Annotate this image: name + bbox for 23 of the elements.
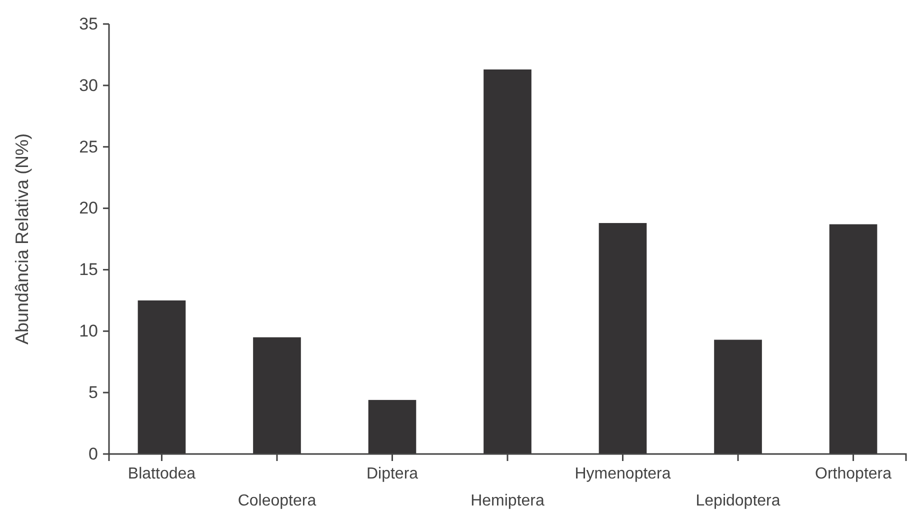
bar: [829, 224, 878, 454]
y-tick-label: 30: [79, 76, 98, 95]
x-tick-label: Coleoptera: [238, 492, 316, 510]
bar: [598, 223, 647, 454]
y-tick-label: 25: [79, 137, 98, 156]
x-tick-label: Hymenoptera: [574, 465, 671, 482]
x-tick-label: Diptera: [366, 465, 418, 482]
bar: [484, 69, 532, 454]
y-tick-label: 10: [79, 322, 98, 341]
x-tick-label: Orthoptera: [815, 465, 892, 482]
x-tick-label: Hemiptera: [470, 492, 544, 510]
x-tick-label: Blattodea: [128, 465, 196, 482]
bar: [138, 300, 186, 454]
x-tick-label: Lepidoptera: [696, 492, 780, 510]
bar: [253, 337, 301, 454]
y-tick-label: 15: [79, 260, 98, 280]
y-tick-label: 0: [88, 444, 98, 464]
bar: [714, 340, 762, 454]
y-tick-label: 5: [88, 383, 98, 402]
bar: [368, 400, 416, 454]
y-axis-title: Abundância Relativa (N%): [12, 133, 32, 345]
y-tick-label: 20: [79, 198, 98, 218]
y-tick-label: 35: [79, 14, 98, 34]
